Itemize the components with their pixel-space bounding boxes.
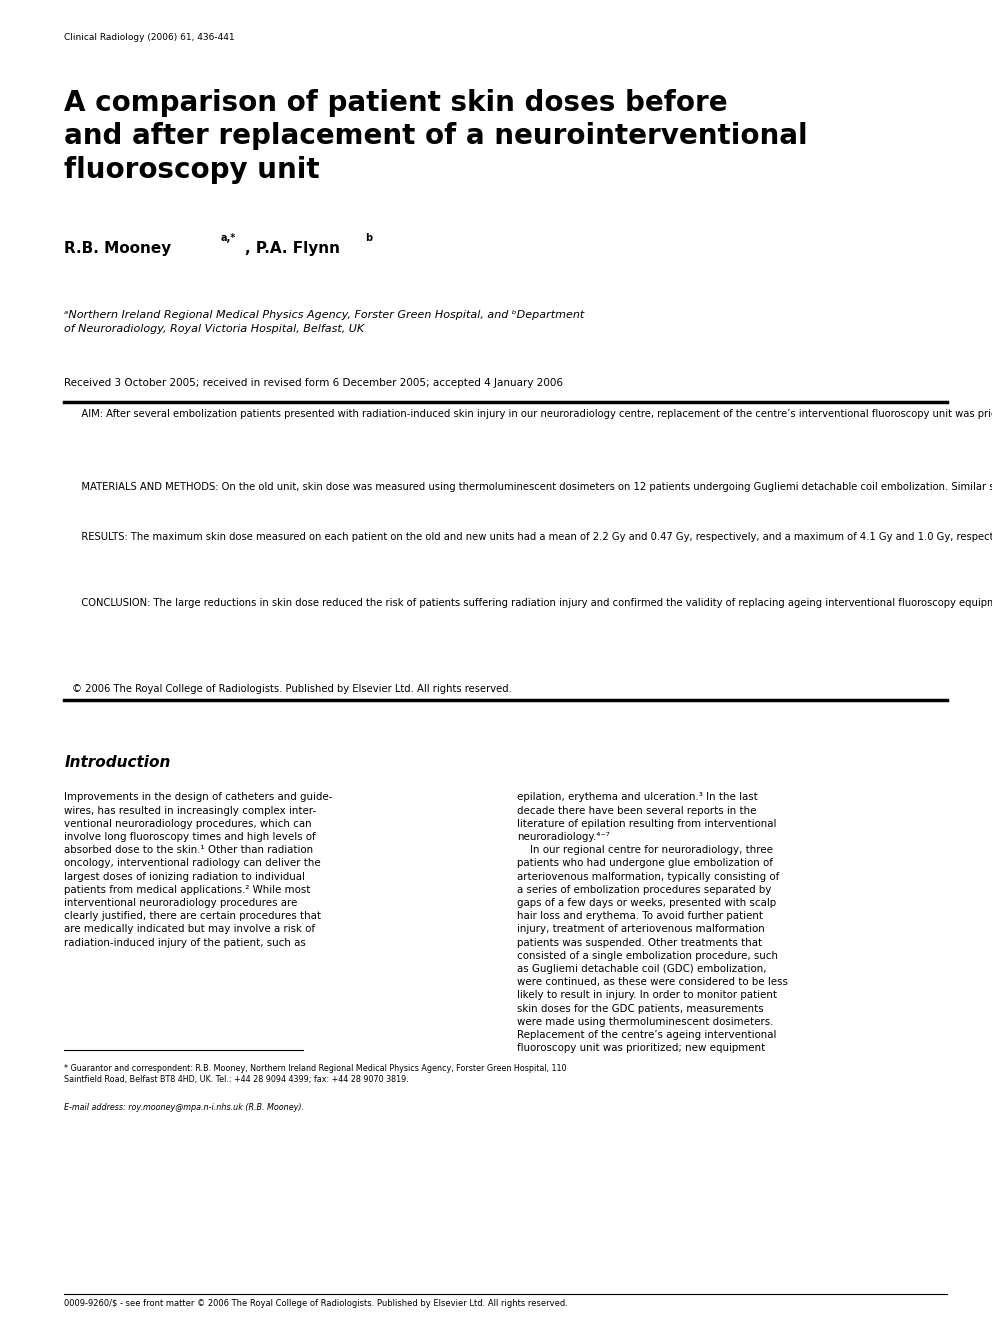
Text: RESULTS: The maximum skin dose measured on each patient on the old and new units: RESULTS: The maximum skin dose measured … bbox=[72, 532, 992, 542]
Text: * Guarantor and correspondent: R.B. Mooney, Northern Ireland Regional Medical Ph: * Guarantor and correspondent: R.B. Moon… bbox=[64, 1064, 567, 1084]
Text: © 2006 The Royal College of Radiologists. Published by Elsevier Ltd. All rights : © 2006 The Royal College of Radiologists… bbox=[72, 684, 512, 695]
Text: ᵃNorthern Ireland Regional Medical Physics Agency, Forster Green Hospital, and ᵇ: ᵃNorthern Ireland Regional Medical Physi… bbox=[64, 310, 584, 333]
Text: epilation, erythema and ulceration.³ In the last
decade there have been several : epilation, erythema and ulceration.³ In … bbox=[517, 792, 788, 1053]
Text: , P.A. Flynn: , P.A. Flynn bbox=[245, 241, 340, 255]
Text: A comparison of patient skin doses before
and after replacement of a neurointerv: A comparison of patient skin doses befor… bbox=[64, 89, 808, 184]
Text: Received 3 October 2005; received in revised form 6 December 2005; accepted 4 Ja: Received 3 October 2005; received in rev… bbox=[64, 378, 563, 389]
Text: E-mail address: roy.mooney@mpa.n-i.nhs.uk (R.B. Mooney).: E-mail address: roy.mooney@mpa.n-i.nhs.u… bbox=[64, 1103, 305, 1113]
Text: MATERIALS AND METHODS: On the old unit, skin dose was measured using thermolumin: MATERIALS AND METHODS: On the old unit, … bbox=[72, 482, 992, 492]
Text: 0009-9260/$ - see front matter © 2006 The Royal College of Radiologists. Publish: 0009-9260/$ - see front matter © 2006 Th… bbox=[64, 1299, 568, 1308]
Text: b: b bbox=[365, 233, 372, 243]
Text: CONCLUSION: The large reductions in skin dose reduced the risk of patients suffe: CONCLUSION: The large reductions in skin… bbox=[72, 598, 992, 609]
Text: R.B. Mooney: R.B. Mooney bbox=[64, 241, 172, 255]
Text: AIM: After several embolization patients presented with radiation-induced skin i: AIM: After several embolization patients… bbox=[72, 409, 992, 419]
Text: Improvements in the design of catheters and guide-
wires, has resulted in increa: Improvements in the design of catheters … bbox=[64, 792, 333, 947]
Text: Introduction: Introduction bbox=[64, 755, 171, 770]
Text: Clinical Radiology (2006) 61, 436-441: Clinical Radiology (2006) 61, 436-441 bbox=[64, 33, 235, 42]
Text: a,*: a,* bbox=[220, 233, 235, 243]
